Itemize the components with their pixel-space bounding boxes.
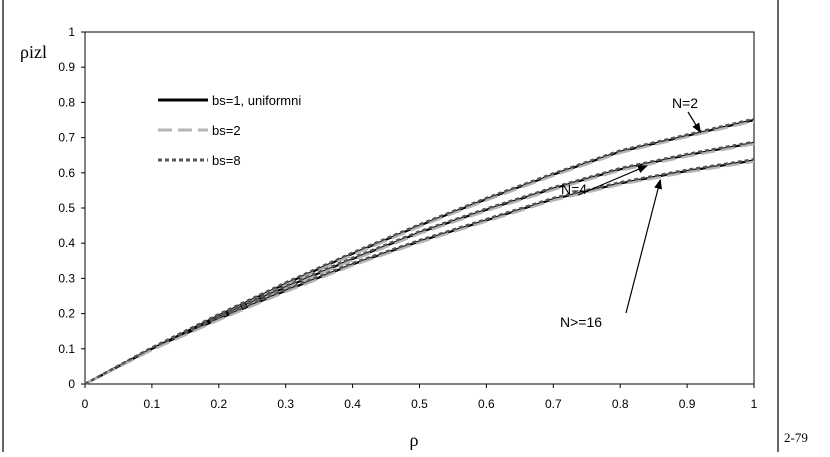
x-axis-title: ρ	[410, 430, 419, 450]
legend-label-bs8: bs=8	[212, 153, 241, 168]
annotation-arrow	[625, 178, 662, 314]
page-label: 2-79	[784, 430, 808, 445]
x-tick-label: 0.8	[612, 397, 629, 411]
x-tick-label: 0.4	[344, 397, 361, 411]
x-tick-label: 0.5	[411, 397, 428, 411]
series-layer	[84, 117, 755, 386]
series-line-n16-bs1	[84, 159, 755, 385]
y-tick-label: 0.5	[58, 201, 75, 215]
annotation-label: N=4	[561, 181, 587, 197]
series-line-n2-bs8	[84, 117, 755, 386]
annotation-label: N>=16	[560, 314, 602, 330]
y-axis: 0 0.1 0.2 0.3 0.4 0.5 0.6 0.7 0.8 0.9 1	[58, 25, 85, 391]
series-line-n16-bs2	[84, 160, 755, 386]
y-axis-title: ρizl	[20, 42, 47, 62]
annotation-layer: N=2 N=4 N>=16	[560, 95, 702, 330]
y-tick-label: 1	[68, 25, 75, 39]
x-tick-label: 1	[751, 397, 758, 411]
legend-label-bs2: bs=2	[212, 123, 241, 138]
y-tick-label: 0.7	[58, 131, 75, 145]
series-line-n16-bs8	[84, 158, 755, 386]
y-tick-label: 0	[68, 377, 75, 391]
x-tick-label: 0	[82, 397, 89, 411]
series-line-n2-bs1	[84, 118, 755, 385]
y-tick-label: 0.4	[58, 236, 75, 250]
legend: bs=1, uniformni bs=2 bs=8	[158, 93, 301, 168]
y-tick-label: 0.8	[58, 95, 75, 109]
x-tick-label: 0.3	[277, 397, 294, 411]
series-line-n4-bs8	[84, 140, 755, 386]
series-line-n4-bs2	[84, 142, 755, 386]
annotation-label: N=2	[672, 95, 698, 111]
y-tick-label: 0.3	[58, 271, 75, 285]
annotation-arrow	[577, 165, 648, 196]
annotation-arrow	[687, 111, 702, 134]
x-axis: 0 0.1 0.2 0.3 0.4 0.5 0.6 0.7 0.8 0.9 1	[82, 384, 758, 411]
x-tick-label: 0.9	[679, 397, 696, 411]
y-tick-label: 0.1	[58, 342, 75, 356]
y-tick-label: 0.2	[58, 307, 75, 321]
legend-label-bs1: bs=1, uniformni	[212, 93, 301, 108]
x-tick-label: 0.7	[545, 397, 562, 411]
y-tick-label: 0.9	[58, 60, 75, 74]
y-tick-label: 0.6	[58, 166, 75, 180]
x-tick-label: 0.1	[144, 397, 161, 411]
x-tick-label: 0.6	[478, 397, 495, 411]
x-tick-label: 0.2	[210, 397, 227, 411]
